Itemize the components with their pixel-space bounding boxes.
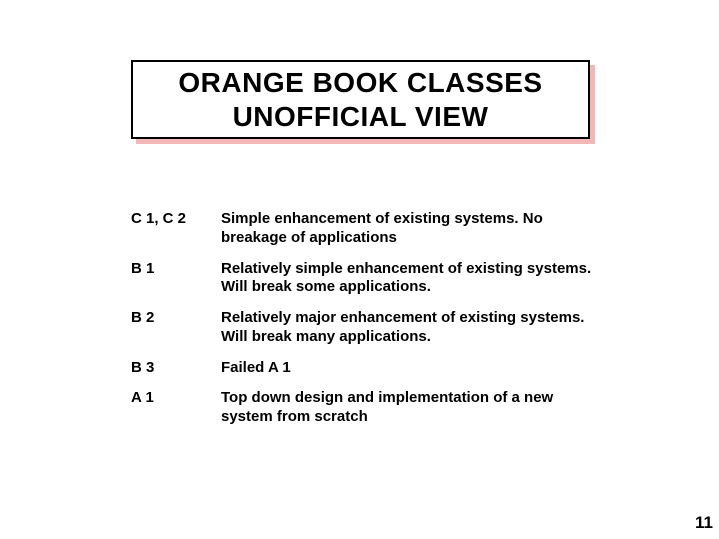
class-label: B 1 bbox=[131, 260, 221, 298]
table-row: A 1 Top down design and implementation o… bbox=[131, 389, 601, 427]
class-label: C 1, C 2 bbox=[131, 210, 221, 248]
class-label: B 2 bbox=[131, 309, 221, 347]
class-description: Failed A 1 bbox=[221, 359, 601, 378]
class-label: B 3 bbox=[131, 359, 221, 378]
slide: ORANGE BOOK CLASSES UNOFFICIAL VIEW C 1,… bbox=[0, 0, 719, 539]
class-description: Top down design and implementation of a … bbox=[221, 389, 601, 427]
table-row: B 1 Relatively simple enhancement of exi… bbox=[131, 260, 601, 298]
table-row: C 1, C 2 Simple enhancement of existing … bbox=[131, 210, 601, 248]
title-line-1: ORANGE BOOK CLASSES bbox=[178, 66, 542, 100]
title-box: ORANGE BOOK CLASSES UNOFFICIAL VIEW bbox=[131, 60, 590, 139]
table-row: B 2 Relatively major enhancement of exis… bbox=[131, 309, 601, 347]
class-description: Relatively major enhancement of existing… bbox=[221, 309, 601, 347]
table-row: B 3 Failed A 1 bbox=[131, 359, 601, 378]
content-area: C 1, C 2 Simple enhancement of existing … bbox=[131, 210, 601, 439]
class-label: A 1 bbox=[131, 389, 221, 427]
class-description: Simple enhancement of existing systems. … bbox=[221, 210, 601, 248]
page-number: 11 bbox=[695, 513, 713, 533]
title-line-2: UNOFFICIAL VIEW bbox=[233, 100, 489, 134]
class-description: Relatively simple enhancement of existin… bbox=[221, 260, 601, 298]
